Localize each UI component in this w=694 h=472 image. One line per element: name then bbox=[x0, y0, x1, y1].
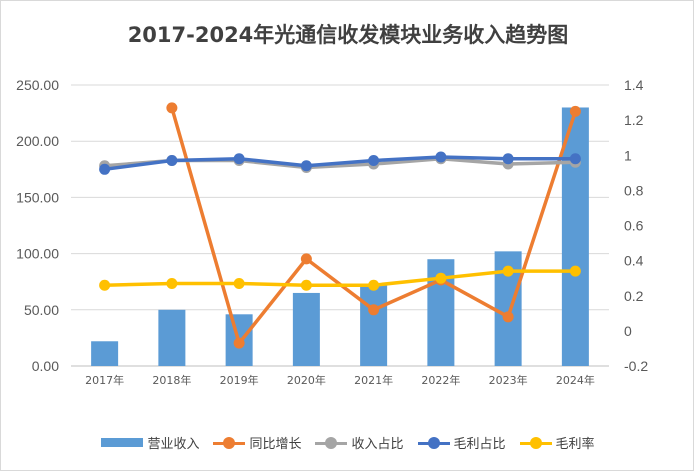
data-point bbox=[233, 337, 245, 349]
x-tick-label: 2024年 bbox=[556, 373, 595, 387]
y-right-tick-label: 1.4 bbox=[624, 77, 644, 93]
data-point bbox=[368, 155, 380, 167]
legend-label: 收入占比 bbox=[351, 437, 404, 452]
y-right-tick-label: 0.8 bbox=[624, 182, 644, 198]
series-line bbox=[104, 155, 576, 172]
data-point bbox=[435, 151, 447, 163]
bar bbox=[91, 341, 119, 366]
legend-label: 同比增长 bbox=[249, 437, 302, 452]
y-right-tick-label: 0 bbox=[624, 323, 632, 339]
x-tick-label: 2019年 bbox=[220, 373, 259, 387]
x-tick-label: 2018年 bbox=[152, 373, 191, 387]
bar bbox=[561, 107, 589, 366]
data-point bbox=[502, 311, 514, 323]
data-point bbox=[569, 105, 581, 117]
data-point bbox=[300, 279, 312, 291]
data-point bbox=[368, 304, 380, 316]
bar bbox=[292, 292, 320, 366]
legend-label: 毛利率 bbox=[555, 437, 595, 452]
legend-line-swatch bbox=[213, 436, 246, 449]
x-tick-label: 2022年 bbox=[421, 373, 460, 387]
legend-label: 毛利占比 bbox=[453, 437, 506, 452]
legend-line-marker bbox=[529, 436, 542, 449]
y-left-tick-label: 100.00 bbox=[16, 246, 59, 262]
data-point bbox=[502, 265, 514, 277]
data-point bbox=[368, 279, 380, 291]
data-point bbox=[300, 160, 312, 172]
legend-line-marker bbox=[427, 436, 440, 449]
data-point bbox=[502, 153, 514, 165]
y-left-tick-label: 250.00 bbox=[16, 77, 59, 93]
series-line bbox=[104, 269, 576, 287]
y-left-tick-label: 0.00 bbox=[32, 358, 59, 374]
legend-line-marker bbox=[223, 436, 236, 449]
x-tick-label: 2023年 bbox=[489, 373, 528, 387]
legend-item: 营业收入 bbox=[101, 433, 199, 452]
x-tick-label: 2021年 bbox=[354, 373, 393, 387]
legend-line-swatch bbox=[315, 436, 348, 449]
y-right-tick-label: 0.4 bbox=[624, 253, 644, 269]
data-point bbox=[435, 272, 447, 284]
y-right-tick-label: 0.6 bbox=[624, 218, 644, 234]
x-tick-label: 2020年 bbox=[287, 373, 326, 387]
legend-line-marker bbox=[325, 436, 338, 449]
bar bbox=[360, 285, 388, 366]
legend-line-swatch bbox=[417, 436, 450, 449]
data-point bbox=[99, 279, 111, 291]
data-point bbox=[233, 277, 245, 289]
y-left-tick-label: 150.00 bbox=[16, 189, 59, 205]
y-right-tick-label: 0.2 bbox=[624, 288, 644, 304]
bar bbox=[158, 309, 186, 366]
legend-item: 毛利率 bbox=[519, 433, 595, 452]
legend-item: 毛利占比 bbox=[417, 433, 506, 452]
y-right-tick-label: 1.2 bbox=[624, 112, 644, 128]
data-point bbox=[166, 155, 178, 167]
legend-item: 同比增长 bbox=[213, 433, 301, 452]
data-point bbox=[569, 265, 581, 277]
y-left-tick-label: 50.00 bbox=[24, 302, 59, 318]
data-point bbox=[300, 253, 312, 265]
legend-label: 营业收入 bbox=[147, 437, 200, 452]
chart-legend: 营业收入 同比增长 收入占比 毛利占比 毛利率 bbox=[1, 433, 694, 452]
legend-item: 收入占比 bbox=[315, 433, 404, 452]
data-point bbox=[166, 277, 178, 289]
y-left-tick-label: 200.00 bbox=[16, 133, 59, 149]
legend-line-swatch bbox=[519, 436, 552, 449]
data-point bbox=[99, 163, 111, 175]
data-point bbox=[233, 153, 245, 165]
legend-bar-swatch bbox=[101, 438, 144, 447]
data-point bbox=[166, 102, 178, 114]
x-tick-label: 2017年 bbox=[85, 373, 124, 387]
y-right-tick-label: 1 bbox=[624, 147, 632, 163]
y-right-tick-label: -0.2 bbox=[624, 358, 648, 374]
chart-title: 2017-2024年光通信收发模块业务收入趋势图 bbox=[127, 23, 569, 47]
data-point bbox=[569, 153, 581, 165]
